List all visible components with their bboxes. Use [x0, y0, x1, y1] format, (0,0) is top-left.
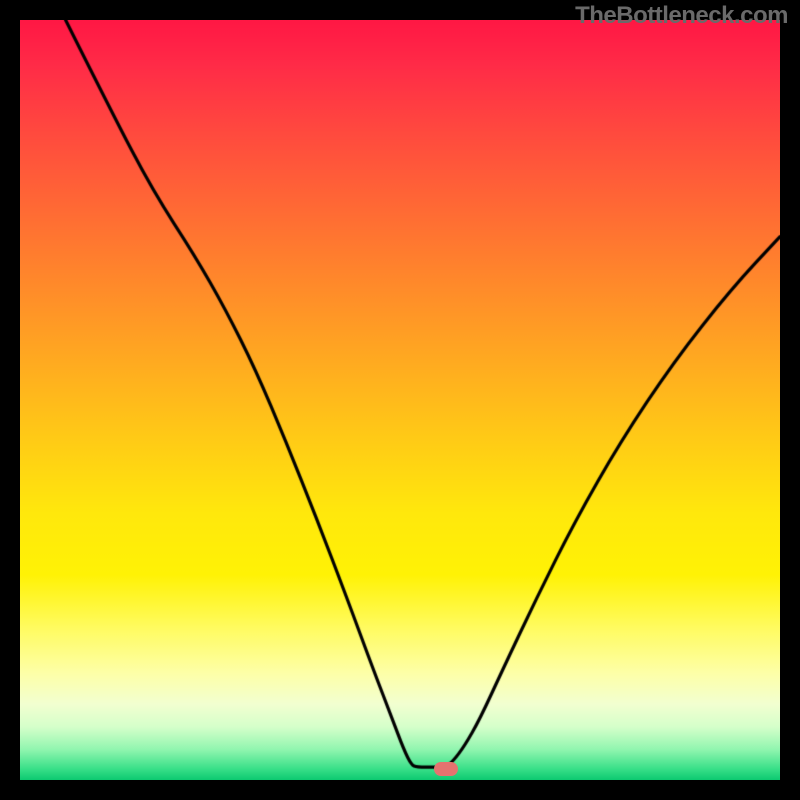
- bottleneck-marker: [434, 762, 458, 776]
- bottleneck-curve: [20, 20, 780, 780]
- chart-container: TheBottleneck.com: [0, 0, 800, 800]
- watermark-text: TheBottleneck.com: [575, 2, 788, 30]
- plot-area: [20, 20, 780, 780]
